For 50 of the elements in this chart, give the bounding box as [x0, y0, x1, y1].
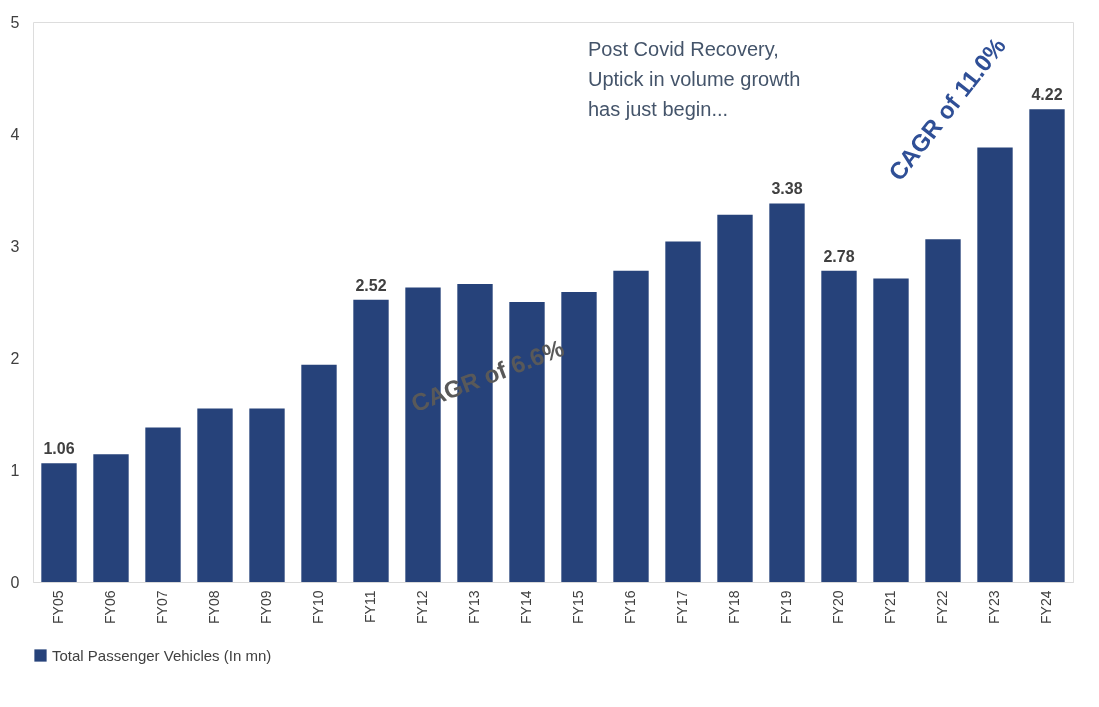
bar [249, 408, 285, 582]
x-tick-label: FY21 [882, 590, 898, 624]
annotation: CAGR of 6.6% [407, 334, 568, 418]
data-label: 3.38 [771, 180, 803, 198]
x-tick-label: FY19 [778, 590, 794, 624]
x-tick-label: FY11 [362, 590, 378, 623]
legend-label: Total Passenger Vehicles (In mn) [52, 646, 272, 664]
y-tick-label: 4 [10, 125, 20, 143]
data-label: 1.06 [43, 440, 75, 458]
x-tick-label: FY20 [830, 590, 846, 624]
bar [873, 278, 909, 582]
data-label: 2.78 [823, 247, 855, 265]
y-tick-label: 1 [10, 461, 20, 479]
x-tick-label: FY17 [674, 590, 690, 624]
x-tick-label: FY07 [154, 590, 170, 624]
x-tick-label: FY13 [466, 590, 482, 624]
y-tick-label: 5 [10, 13, 20, 31]
bar [665, 241, 701, 582]
y-tick-label: 3 [10, 237, 20, 255]
bar [1029, 109, 1065, 582]
bar [977, 147, 1013, 582]
x-tick-label: FY22 [934, 590, 950, 624]
x-tick-label: FY18 [726, 590, 742, 624]
bar [925, 239, 961, 582]
bar [353, 299, 389, 582]
bar [145, 427, 181, 582]
x-tick-label: FY16 [622, 590, 638, 624]
x-tick-label: FY15 [570, 590, 586, 624]
bar [717, 214, 753, 582]
data-label: 4.22 [1031, 86, 1063, 104]
bar [821, 270, 857, 582]
x-tick-label: FY09 [258, 590, 274, 624]
x-tick-label: FY24 [1038, 590, 1054, 624]
bar [93, 454, 129, 582]
y-tick-label: 0 [10, 573, 20, 591]
bar [301, 364, 337, 582]
x-tick-label: FY14 [518, 590, 534, 624]
bar [197, 408, 233, 582]
data-label: 2.52 [355, 276, 387, 294]
x-tick-label: FY12 [414, 590, 430, 624]
x-tick-label: FY08 [206, 590, 222, 624]
y-tick-label: 2 [10, 349, 20, 367]
x-tick-label: FY23 [986, 590, 1002, 624]
x-tick-label: FY05 [50, 590, 66, 624]
x-tick-label: FY10 [310, 590, 326, 624]
bar [41, 463, 77, 582]
x-tick-label: FY06 [102, 590, 118, 624]
annotation: Post Covid Recovery, Uptick in volume growth has just begin... [588, 38, 801, 120]
bar [613, 270, 649, 582]
bar [769, 203, 805, 582]
